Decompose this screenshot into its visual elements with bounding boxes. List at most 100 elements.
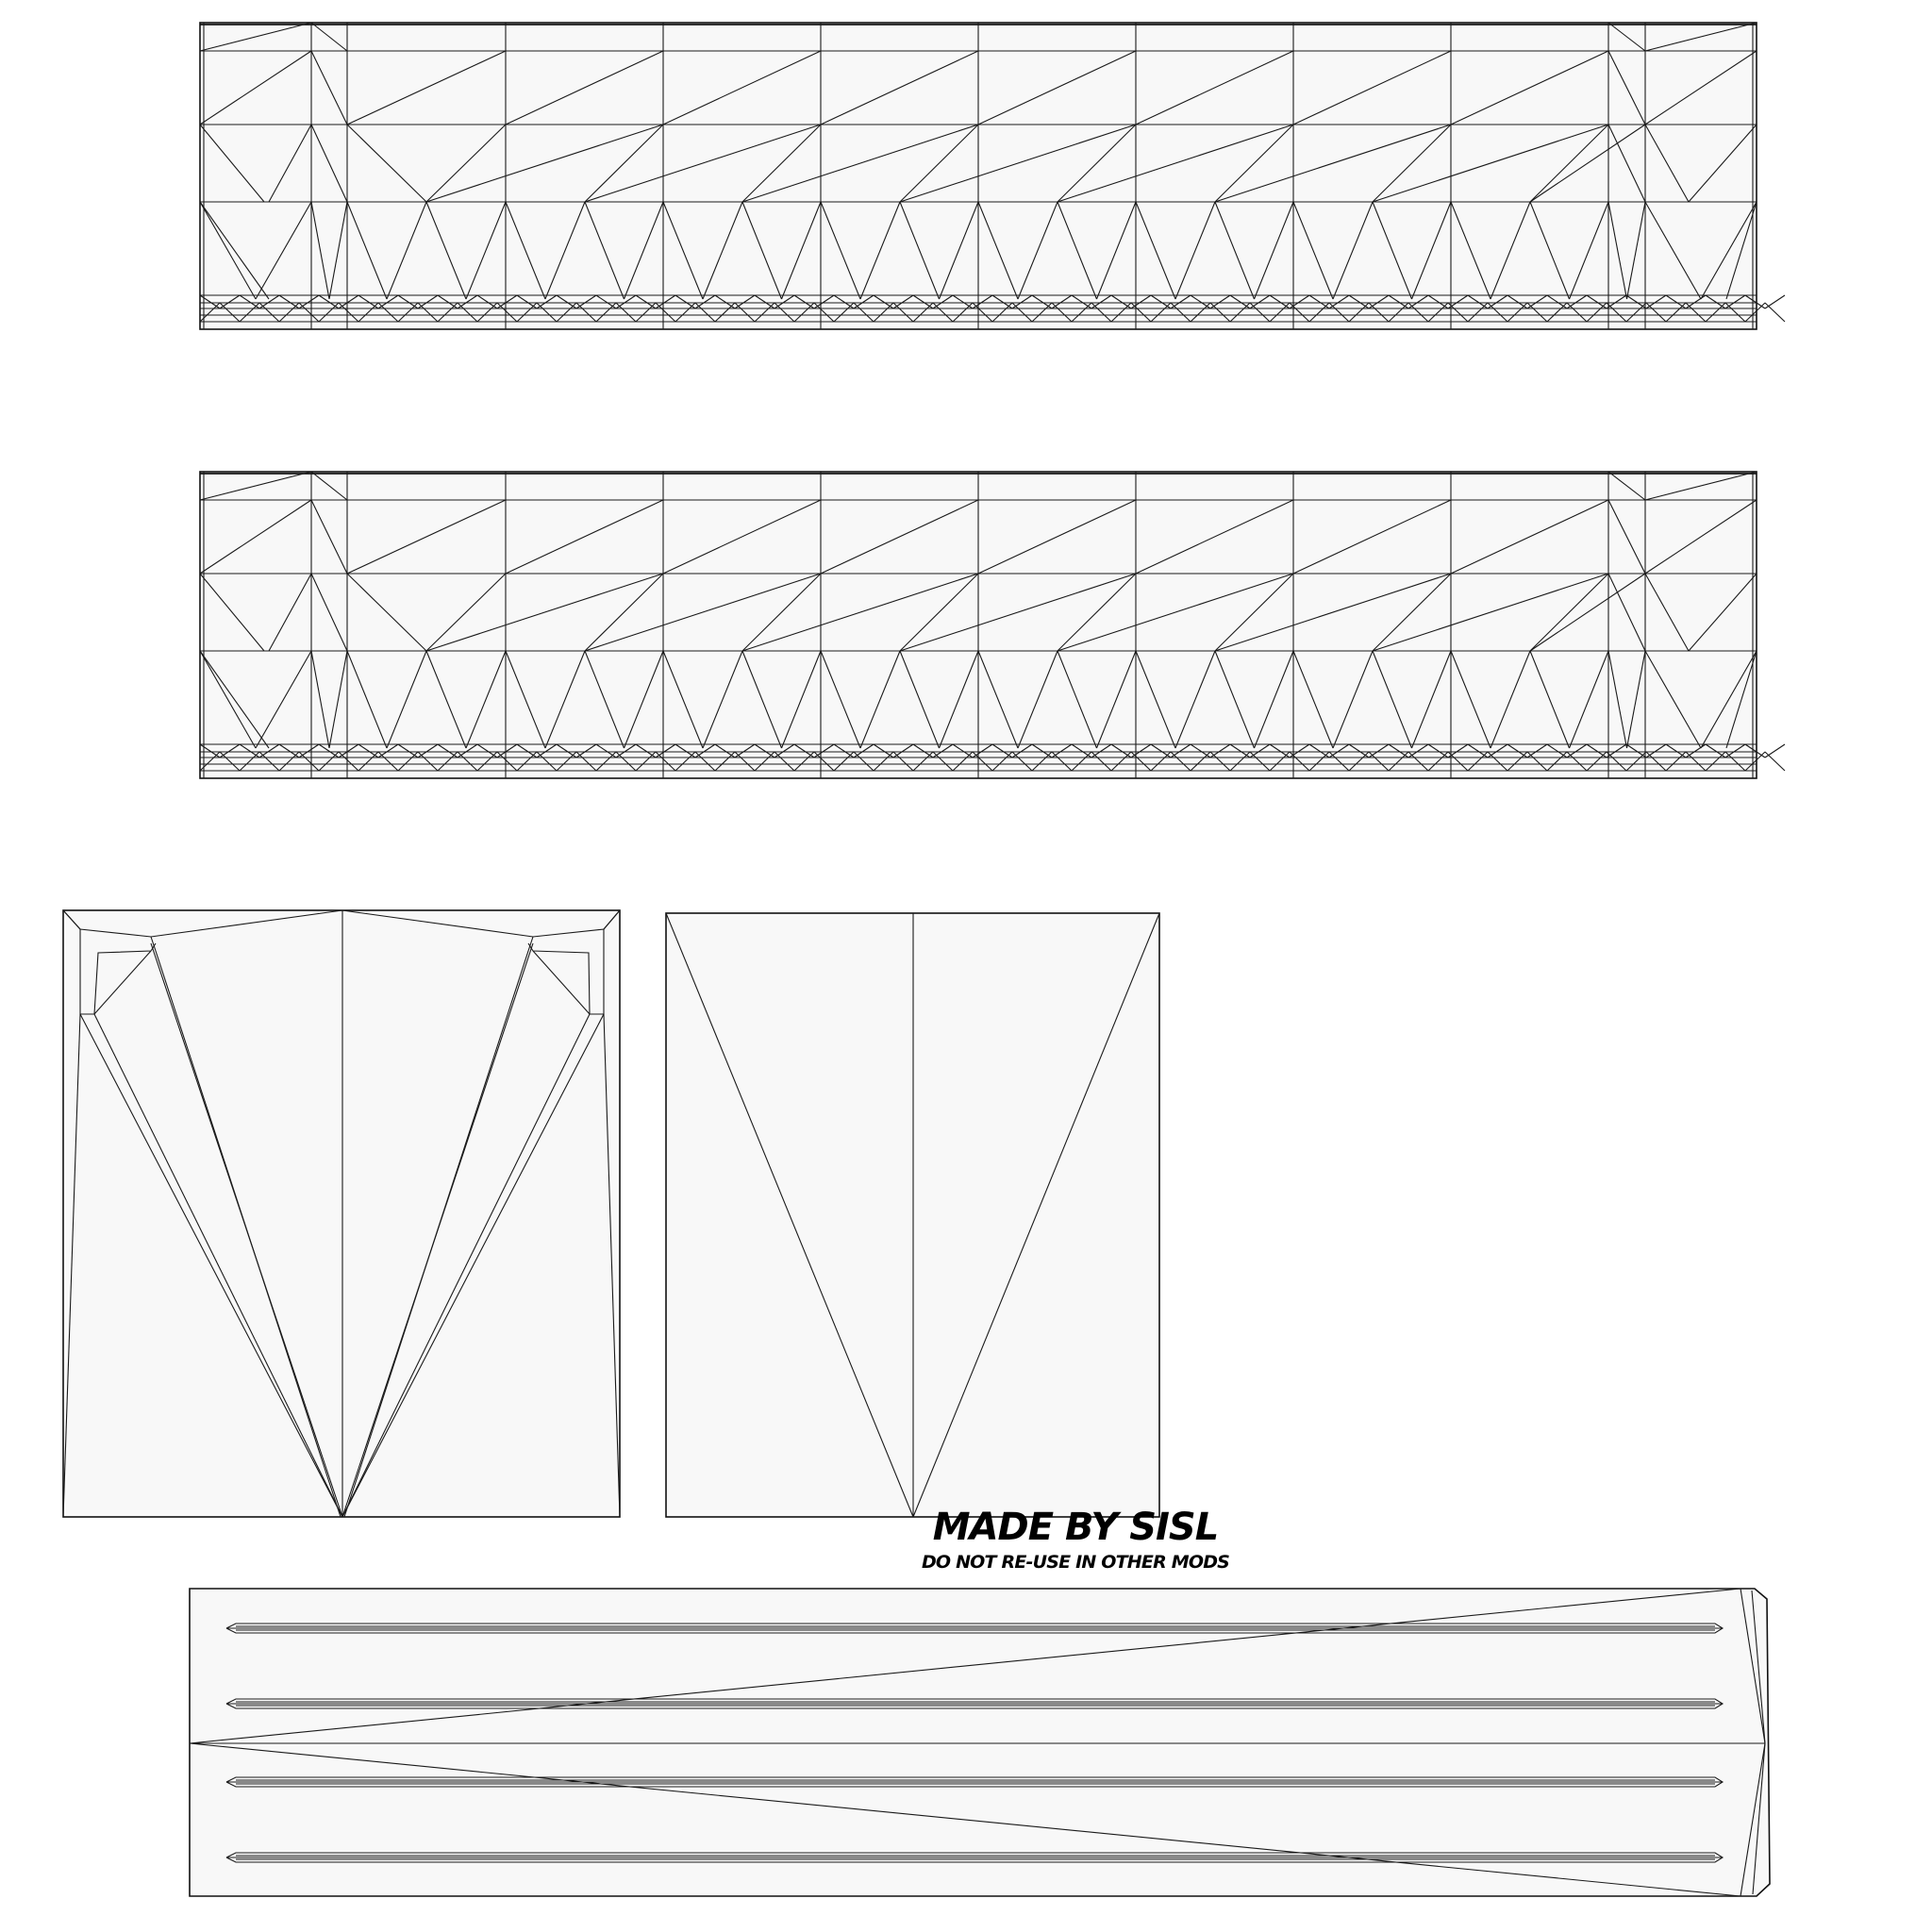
mesh-edge: [714, 751, 736, 772]
mesh-edge: [1705, 751, 1726, 772]
mesh-edge: [346, 124, 427, 203]
mesh-edge: [219, 751, 241, 772]
mesh-edge: [1348, 751, 1370, 772]
mesh-edge: [199, 50, 312, 125]
mesh-edge: [1644, 50, 1757, 125]
mesh-edge: [346, 201, 388, 300]
mesh-edge: [1665, 302, 1687, 323]
mesh-edge: [1372, 124, 1609, 203]
mesh-edge: [457, 302, 478, 323]
mesh-edge: [702, 650, 743, 749]
mesh-edge: [425, 124, 664, 203]
mesh-edge: [1071, 302, 1092, 323]
mesh-edge: [1644, 499, 1757, 575]
credit-title: MADE BY SISL: [932, 1506, 1219, 1549]
island-outline: [62, 909, 621, 1518]
mesh-edge: [199, 751, 221, 772]
mesh-edge: [93, 950, 152, 1015]
mesh-edge: [310, 650, 330, 749]
mesh-edge: [189, 1742, 1741, 1897]
mesh-edge: [1700, 201, 1757, 300]
mesh-edge: [1450, 499, 1609, 575]
mesh-edge: [189, 1588, 1741, 1744]
mesh-edge: [1214, 124, 1294, 203]
mesh-edge: [505, 201, 546, 300]
mesh-edge: [774, 302, 795, 323]
mesh-edge: [623, 650, 664, 749]
mesh-edge: [741, 124, 979, 203]
mesh-edge: [1705, 302, 1726, 323]
mesh-edge: [338, 751, 359, 772]
mesh-edge: [1368, 751, 1390, 772]
mesh-edge: [1665, 751, 1687, 772]
mesh-edge: [199, 573, 265, 652]
mesh-edge: [425, 573, 664, 652]
mesh-edge: [932, 751, 954, 772]
mesh-edge: [1450, 50, 1609, 125]
mesh-edge: [318, 302, 340, 323]
mesh-edge: [1606, 302, 1627, 323]
mesh-edge: [1214, 650, 1256, 749]
mesh-edge: [1685, 302, 1707, 323]
mesh-edge: [1688, 124, 1757, 203]
mesh-edge: [1328, 302, 1350, 323]
mesh-edge: [1644, 201, 1702, 300]
mesh-edge: [199, 471, 312, 501]
mesh-edge: [1764, 743, 1786, 758]
mesh-edge: [1529, 124, 1609, 203]
mesh-edge: [972, 751, 993, 772]
mesh-edge: [516, 302, 538, 323]
mesh-edge: [1269, 751, 1291, 772]
mesh-edge: [1135, 650, 1176, 749]
mesh-edge: [1700, 650, 1757, 749]
mesh-edge: [1017, 650, 1058, 749]
mesh-edge: [199, 302, 221, 323]
mesh-edge: [1135, 50, 1294, 125]
mesh-edge: [544, 650, 586, 749]
mesh-edge: [1051, 751, 1073, 772]
mesh-edge: [932, 302, 954, 323]
mesh-edge: [377, 302, 399, 323]
mesh-edge: [1625, 751, 1647, 772]
mesh-edge: [575, 302, 597, 323]
mesh-edge: [150, 936, 157, 952]
mesh-edge: [1174, 650, 1216, 749]
mesh-edge: [258, 302, 280, 323]
mesh-edge: [1214, 124, 1452, 203]
mesh-edge: [972, 302, 993, 323]
mesh-edge: [859, 650, 901, 749]
mesh-edge: [155, 950, 341, 1518]
mesh-edge: [741, 573, 822, 652]
mesh-edge: [1490, 201, 1531, 300]
mesh-edge: [437, 751, 458, 772]
mesh-edge: [734, 302, 756, 323]
mesh-edge: [346, 573, 427, 652]
mesh-edge: [741, 573, 979, 652]
mesh-edge: [1190, 302, 1211, 323]
mesh-edge: [1625, 201, 1646, 300]
mesh-edge: [1467, 751, 1489, 772]
mesh-edge: [1057, 573, 1137, 652]
mesh-edge: [584, 201, 625, 300]
mesh-edge: [754, 302, 775, 323]
mesh-edge: [1529, 573, 1646, 652]
mesh-edge: [1308, 302, 1330, 323]
mesh-edge: [79, 1013, 343, 1518]
mesh-edge: [793, 751, 815, 772]
mesh-edge: [1031, 302, 1053, 323]
mesh-edge: [544, 201, 586, 300]
mesh-edge: [1057, 201, 1098, 300]
mesh-edge: [310, 499, 348, 575]
uv-island-base-bar: [189, 1588, 1771, 1897]
mesh-edge: [255, 650, 312, 749]
mesh-edge: [505, 499, 664, 575]
mesh-edge: [1170, 751, 1191, 772]
mesh-edge: [437, 302, 458, 323]
mesh-edge: [694, 751, 716, 772]
mesh-edge: [465, 201, 507, 300]
mesh-edge: [1427, 302, 1449, 323]
mesh-edge: [1568, 201, 1609, 300]
mesh-edge: [655, 302, 676, 323]
mesh-edge: [1724, 751, 1746, 772]
mesh-edge: [623, 201, 664, 300]
